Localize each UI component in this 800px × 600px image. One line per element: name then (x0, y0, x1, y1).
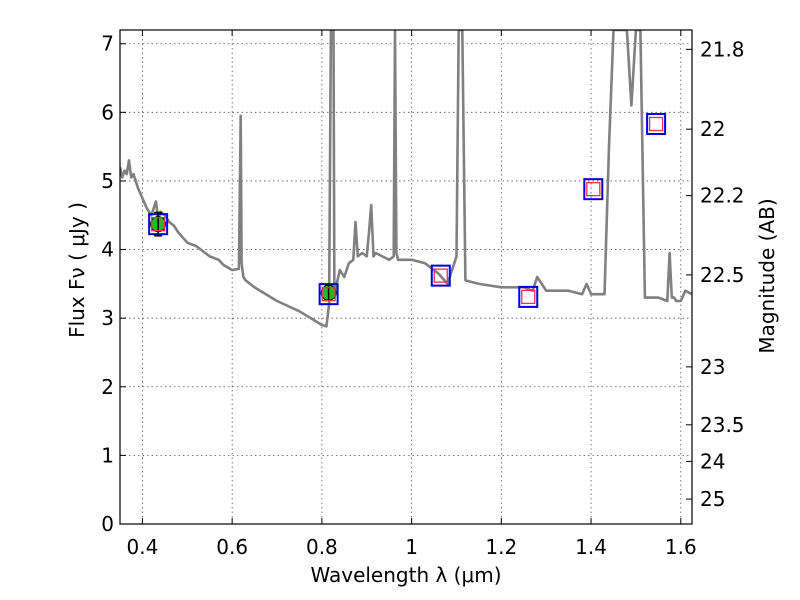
mag-tick-label: 25 (700, 487, 725, 511)
y-tick-label: 7 (101, 32, 114, 56)
mag-tick-label: 21.8 (700, 37, 745, 61)
bandpass-marker (318, 283, 339, 306)
y-tick-label: 6 (101, 100, 114, 124)
x-tick-label: 0.6 (216, 535, 248, 559)
mag-tick-label: 22 (700, 117, 725, 141)
x-tick-label: 0.4 (127, 535, 159, 559)
model-flux-marker (321, 287, 336, 302)
y-tick-label: 5 (101, 169, 114, 193)
model-spectrum-line (120, 30, 692, 328)
bandpass-marker (583, 178, 604, 201)
x-tick-label: 1.2 (485, 535, 517, 559)
x-tick-label: 0.8 (306, 535, 338, 559)
model-flux-marker (150, 217, 166, 232)
y-tick-label: 0 (101, 512, 114, 536)
model-flux-marker (521, 289, 536, 305)
mag-tick-label: 23.5 (700, 413, 745, 437)
bandpass-marker (518, 285, 539, 308)
bandpass-marker (646, 112, 667, 135)
x-tick-label: 1 (405, 535, 418, 559)
x-tick-label: 1.4 (575, 535, 607, 559)
bandpass-marker (430, 264, 451, 287)
y-tick-label: 2 (101, 375, 114, 399)
y-tick-label: 3 (101, 306, 114, 330)
model-flux-marker (586, 182, 601, 197)
mag-tick-label: 22.2 (700, 184, 745, 208)
mag-tick-label: 22.5 (700, 263, 745, 287)
model-flux-marker (433, 268, 448, 283)
mag-tick-label: 23 (700, 355, 725, 379)
plot-area (120, 30, 692, 328)
y-tick-label: 4 (101, 238, 114, 262)
plot-frame (119, 29, 693, 525)
y-tick-label: 1 (101, 443, 114, 467)
x-tick-label: 1.6 (665, 535, 697, 559)
y2-axis-label: Magnitude (AB) (755, 198, 779, 353)
y-axis-label: Flux Fν ( μJy ) (65, 202, 89, 338)
x-axis-label: Wavelength λ (μm) (310, 563, 501, 587)
mag-tick-label: 24 (700, 449, 725, 473)
model-flux-marker (648, 116, 664, 132)
